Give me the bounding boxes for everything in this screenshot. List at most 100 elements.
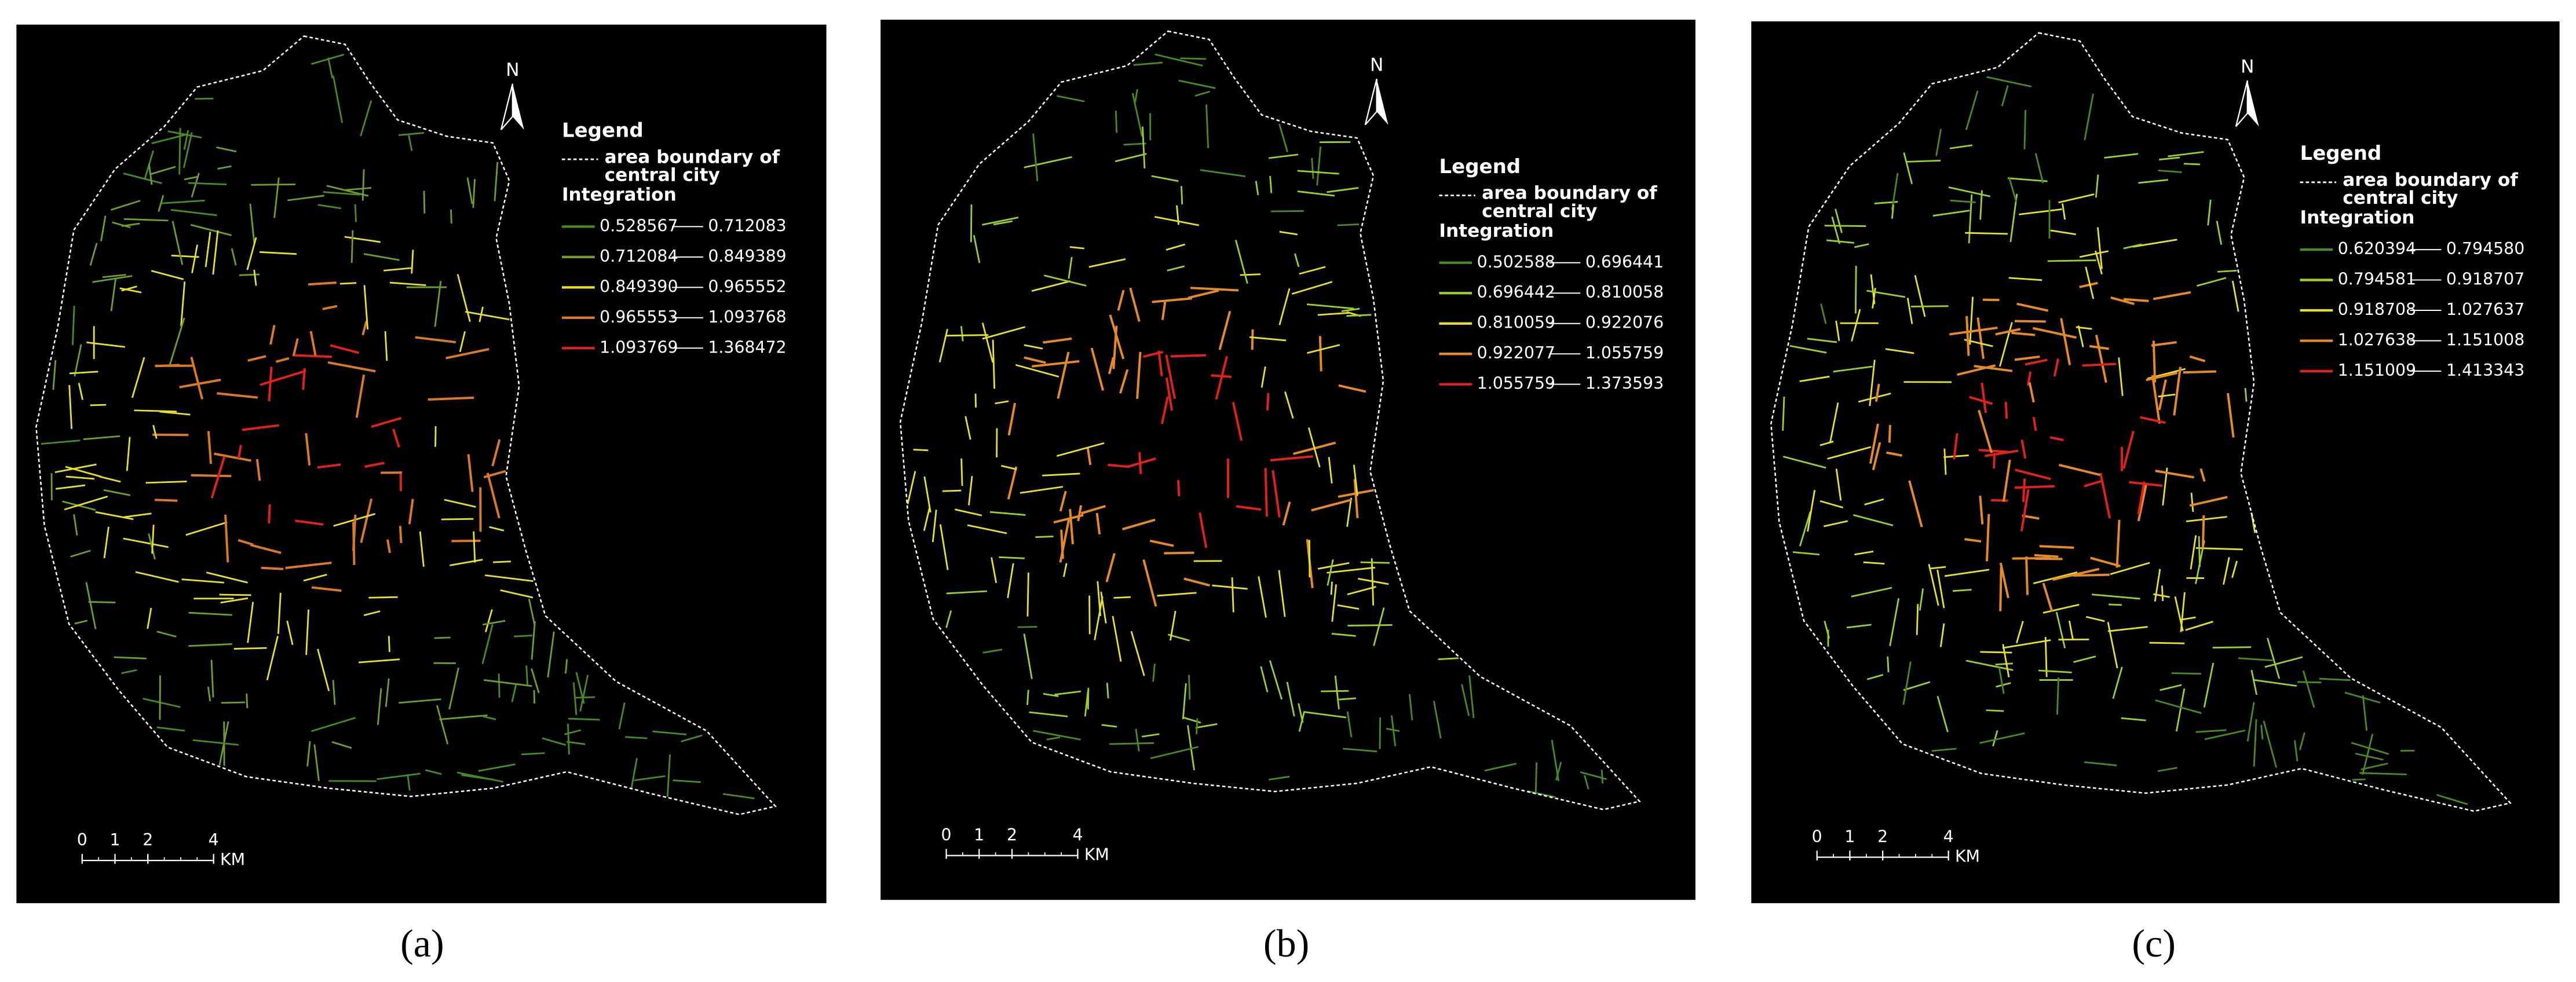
road [2183,370,2216,374]
road [2007,177,2048,182]
legend-low: 0.794581 [2338,270,2416,289]
road [1291,281,1333,295]
road [151,166,176,175]
road [100,215,107,241]
road [923,476,931,513]
road [1969,296,1974,345]
road [1819,440,1834,446]
road [459,331,466,353]
road [2355,753,2384,761]
road [54,463,97,474]
road [339,282,357,285]
road [332,680,336,705]
road [989,511,1026,516]
road [260,251,297,255]
road [2294,740,2299,761]
road [2173,367,2182,416]
road [408,499,414,525]
road [1131,93,1143,137]
road [1017,626,1037,628]
road [434,636,451,639]
road [472,179,476,208]
road [293,354,332,358]
road [2137,483,2148,522]
road [1094,596,1104,640]
road [261,566,284,570]
road [923,507,931,531]
road [1316,146,1322,186]
road [103,526,109,559]
scale-tick-label: 2 [1007,826,1017,845]
road [1789,345,1827,354]
road [1269,775,1290,781]
scale-tick-label: 4 [209,830,219,849]
road [210,456,226,499]
road [156,726,185,732]
road [224,514,229,563]
legend-high: 0.849389 [708,247,786,266]
road [188,643,232,647]
road [1782,396,1785,431]
road [1199,512,1208,548]
road [1141,733,1160,738]
road [2253,679,2297,687]
road [1122,518,1156,530]
road [2140,416,2166,424]
road [1555,761,1562,781]
road [1317,312,1349,316]
road [1024,156,1072,168]
scale-tick-label: 1 [110,830,120,849]
road [74,620,88,625]
road [204,231,211,268]
road [1864,498,1884,505]
road [308,281,337,286]
road [2231,560,2238,578]
legend-boundary-label: central city [1482,201,1597,222]
road [1391,715,1397,746]
road [415,336,456,344]
road [1337,604,1360,610]
road [1167,265,1185,272]
road [192,739,239,746]
road [1373,607,1385,646]
legend-field: Integration [562,185,677,206]
legend-field: Integration [2300,207,2415,228]
road [500,589,534,599]
road [419,531,425,567]
road [547,631,555,678]
road [1935,129,1942,156]
road [162,199,205,204]
road [2157,767,2177,772]
road [1115,153,1147,163]
road [681,734,703,743]
road [1341,307,1360,312]
road [250,544,282,554]
road [1986,76,2032,87]
road [345,187,372,191]
road [1835,320,1840,341]
road [1347,585,1376,596]
road [991,557,997,584]
road [1127,457,1157,468]
road [531,668,540,694]
road [363,285,369,330]
road [1194,90,1210,97]
road [478,763,516,772]
road [295,519,324,526]
road [237,445,243,459]
road [491,439,501,467]
road [1181,186,1183,205]
road [1949,327,1998,336]
road [69,371,98,375]
road [1331,584,1338,622]
road [1327,566,1375,574]
road [1846,624,1872,629]
road [2042,582,2054,612]
road [377,772,421,781]
legend-high: 1.055759 [1585,343,1664,362]
road [1286,681,1295,717]
road [2190,535,2197,570]
road [531,621,536,660]
road [2436,794,2468,805]
road [2299,732,2305,750]
